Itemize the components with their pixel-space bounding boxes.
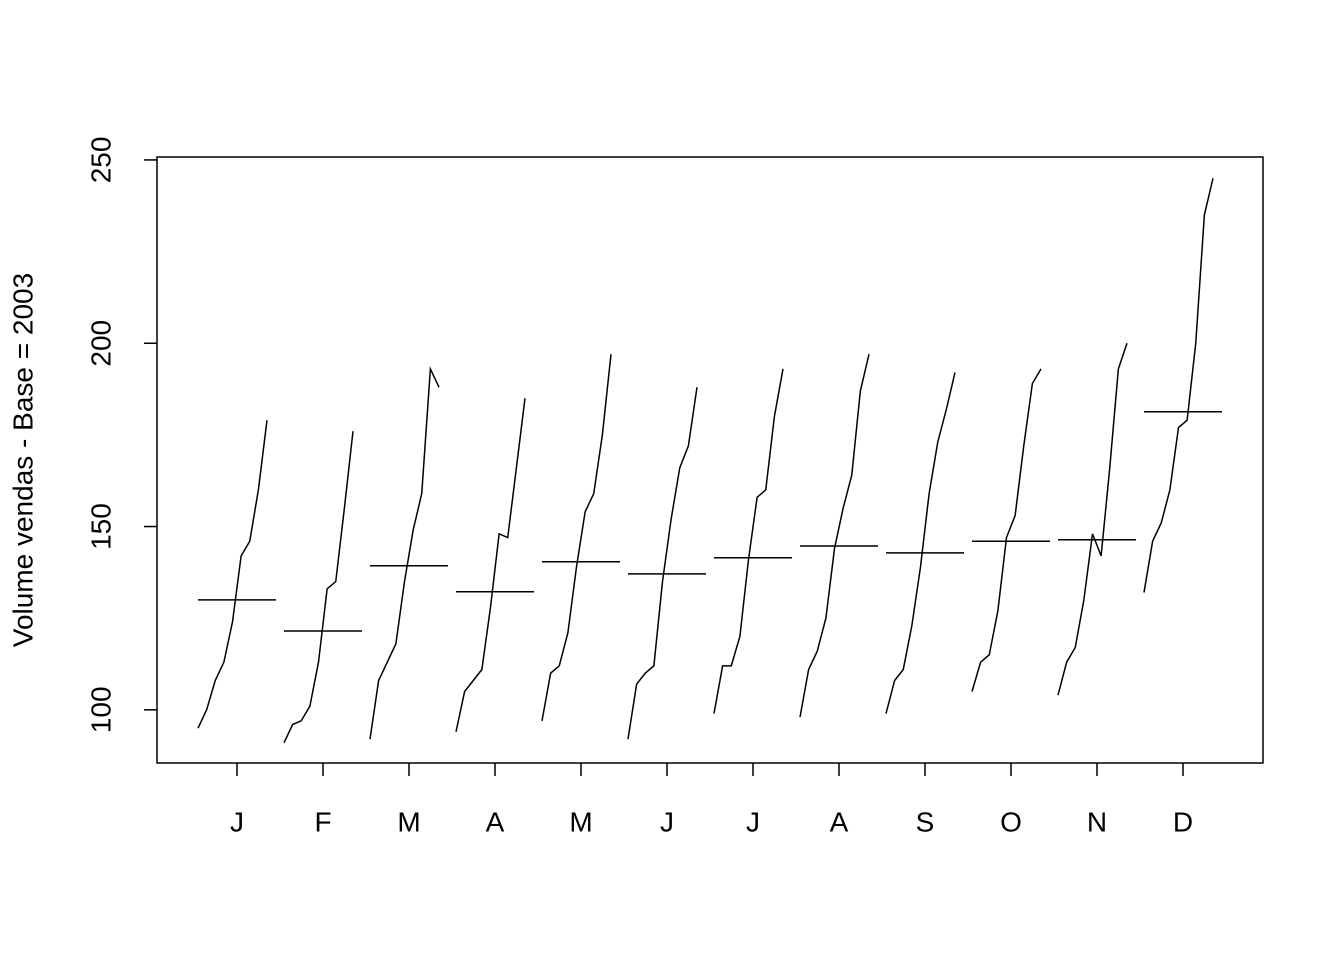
x-tick-label: A	[830, 806, 849, 837]
x-tick-label: S	[916, 806, 935, 837]
month-line	[799, 354, 870, 718]
month-line	[455, 398, 526, 732]
month-line	[197, 420, 268, 729]
month-line	[885, 372, 956, 714]
y-tick-label: 150	[85, 503, 116, 550]
x-tick-label: D	[1173, 806, 1193, 837]
month-line	[627, 387, 698, 740]
y-axis-label: Volume vendas - Base = 2003	[7, 273, 38, 647]
month-line	[541, 354, 612, 721]
x-tick-label: J	[660, 806, 674, 837]
month-line	[1057, 342, 1128, 696]
y-tick-label: 250	[85, 137, 116, 184]
month-line	[283, 431, 354, 744]
x-tick-label: F	[314, 806, 331, 837]
x-tick-label: M	[397, 806, 420, 837]
month-line	[369, 365, 440, 740]
x-tick-label: A	[486, 806, 505, 837]
y-tick-label: 100	[85, 686, 116, 733]
month-line	[1143, 178, 1214, 593]
y-tick-label: 200	[85, 320, 116, 367]
month-line	[713, 368, 784, 714]
x-tick-label: J	[230, 806, 244, 837]
x-tick-label: J	[746, 806, 760, 837]
x-tick-label: N	[1087, 806, 1107, 837]
x-tick-label: M	[569, 806, 592, 837]
month-line	[971, 368, 1042, 692]
plot-box	[156, 156, 1264, 764]
x-tick-label: O	[1000, 806, 1022, 837]
